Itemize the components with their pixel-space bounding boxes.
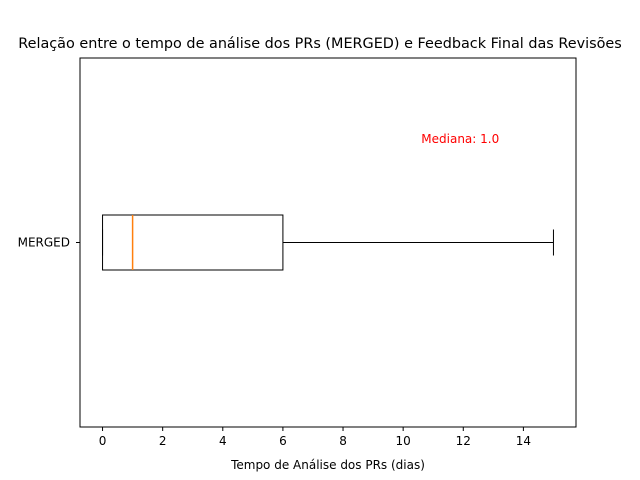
x-tick-label: 14 — [516, 434, 531, 448]
x-tick-label: 6 — [279, 434, 287, 448]
x-axis-label: Tempo de Análise dos PRs (dias) — [230, 458, 425, 472]
plot-area: 0 2 4 6 8 10 12 14 MERGED Mediana: 1.0 — [18, 57, 577, 448]
x-tick-label: 4 — [219, 434, 227, 448]
x-tick-label: 2 — [159, 434, 167, 448]
x-tick-label: 12 — [456, 434, 471, 448]
median-annotation: Mediana: 1.0 — [421, 132, 499, 146]
x-tick-label: 0 — [99, 434, 107, 448]
y-tick-label: MERGED — [18, 236, 70, 250]
x-tick-label: 10 — [396, 434, 411, 448]
x-tick-label: 8 — [339, 434, 347, 448]
chart-title: Relação entre o tempo de análise dos PRs… — [18, 36, 622, 52]
box — [102, 214, 284, 271]
